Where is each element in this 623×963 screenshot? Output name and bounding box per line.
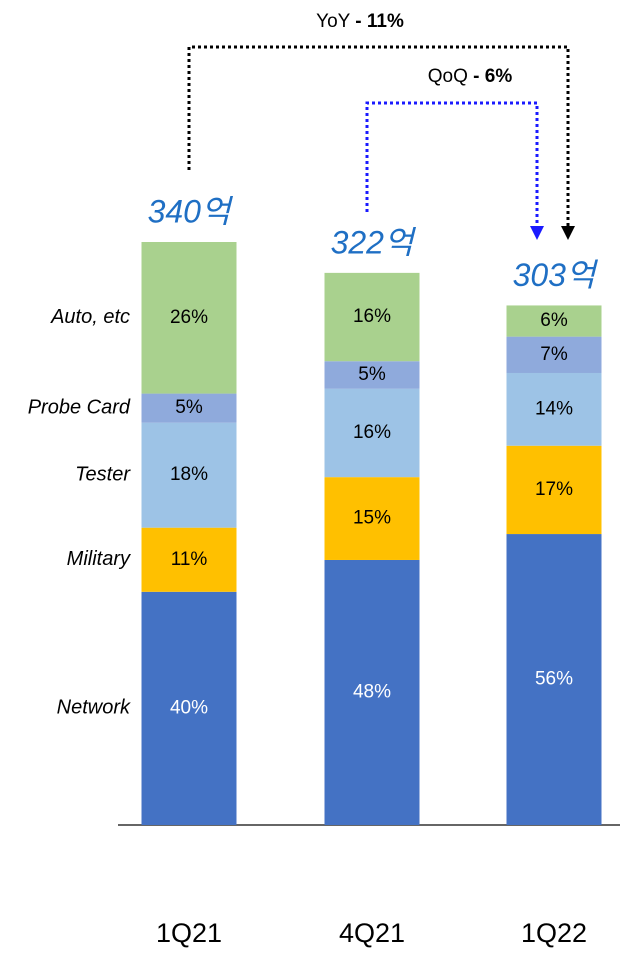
series-label: Tester [75,463,131,485]
segment-label: 16% [353,422,391,443]
series-label: Network [57,697,131,719]
segment-label: 16% [353,306,391,327]
series-label: Military [67,548,131,570]
bar-segment [324,477,420,560]
total-label: 303억 [513,257,599,293]
x-tick-label: 1Q21 [156,918,222,948]
segment-label: 5% [175,397,203,418]
qoq-label: QoQ [428,66,468,87]
x-tick-label: 1Q22 [521,918,587,948]
yoy-change: - 11% [355,11,404,32]
bar-segment [506,445,602,535]
yoy-arrow-head [561,226,575,240]
segment-label: 5% [358,364,386,385]
bar-segment [324,388,420,478]
bar-segment [324,272,420,362]
segment-label: 17% [535,479,573,500]
total-label: 322억 [331,224,417,260]
segment-label: 18% [170,464,208,485]
bar-segment [506,372,602,446]
qoq-annotation: QoQ - 6% [428,66,513,87]
bar-segment [141,527,237,592]
bar-segment [506,305,602,337]
segment-label: 11% [171,549,208,570]
bar-segment [141,591,237,825]
segment-label: 14% [535,398,573,419]
bar-segment [506,336,602,373]
series-label: Auto, etc [50,306,130,328]
bar-segment [506,534,602,825]
qoq-change: - 6% [473,66,512,87]
segment-label: 26% [170,307,208,328]
bar-segment [141,242,237,394]
segment-label: 56% [535,669,573,690]
segment-label: 7% [540,344,568,365]
segment-label: 15% [353,508,391,529]
segment-label: 40% [170,697,208,718]
qoq-arrow-head [530,226,544,240]
qoq-arrow [365,101,539,228]
bar-segment [141,393,237,423]
yoy-annotation: YoY - 11% [316,11,404,32]
segment-label: 48% [353,682,391,703]
yoy-arrow [187,45,570,228]
bar-segment [141,422,237,528]
total-label: 340억 [148,193,234,229]
series-label: Probe Card [28,396,131,418]
segment-label: 6% [540,310,568,331]
x-tick-label: 4Q21 [339,918,405,948]
bar-segment [324,559,420,825]
bar-segment [324,361,420,389]
yoy-label: YoY [316,11,350,32]
